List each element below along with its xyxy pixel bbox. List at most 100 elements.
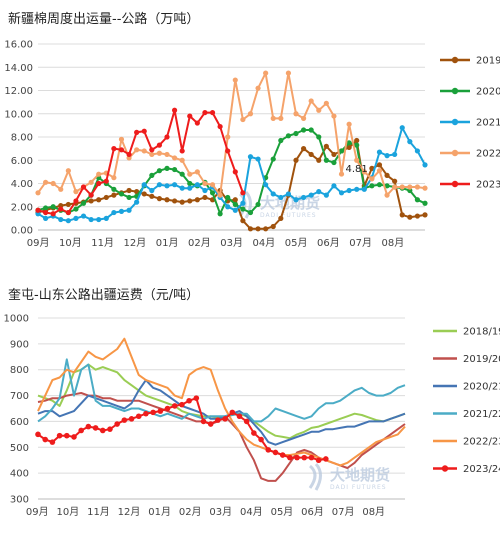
data-point xyxy=(187,171,193,177)
x-axis: 09月 10月 11月 12月 01月 02月 03月 04月 05月 06月 07月 08月 xyxy=(27,229,425,249)
x-tick-label: 05月 xyxy=(285,237,308,249)
series-2019 xyxy=(35,137,428,232)
chart-panel-top: 新疆棉周度出运量--公路（万吨） 0.00 2.00 4.00 6.00 8.00 10.… xyxy=(4,12,500,250)
data-point xyxy=(278,137,284,144)
data-point xyxy=(229,409,236,416)
data-point xyxy=(111,192,117,198)
data-point xyxy=(346,140,352,146)
data-point xyxy=(171,182,178,188)
y-tick-label: 8.00 xyxy=(11,133,33,144)
data-point xyxy=(338,148,345,154)
data-point xyxy=(179,148,185,154)
data-point xyxy=(187,113,193,119)
logo-subtext: DADI FUTURES xyxy=(260,212,317,219)
chart-title-top: 新疆棉周度出运量--公路（万吨） xyxy=(8,12,200,27)
data-point xyxy=(399,125,405,131)
data-point xyxy=(194,120,200,126)
y-tick-label: 300 xyxy=(10,495,29,506)
series-line xyxy=(37,379,406,446)
series-2022 xyxy=(35,70,428,198)
data-point xyxy=(150,409,156,416)
x-tick-label: 10月 xyxy=(59,237,82,249)
data-point xyxy=(73,206,79,212)
data-point xyxy=(56,432,63,439)
data-point xyxy=(194,182,200,188)
y-tick-label: 4.00 xyxy=(11,179,33,190)
data-point xyxy=(50,211,56,217)
data-point xyxy=(164,134,170,140)
legend-item: 2023 xyxy=(440,180,500,191)
data-point xyxy=(392,184,398,190)
data-point xyxy=(376,149,383,155)
data-point xyxy=(126,207,132,213)
data-point xyxy=(187,185,193,191)
data-point xyxy=(164,183,170,189)
series-line xyxy=(37,72,426,197)
data-point xyxy=(399,184,405,190)
data-point xyxy=(65,218,71,224)
data-point xyxy=(156,142,163,148)
data-point xyxy=(414,148,421,154)
data-point xyxy=(240,206,246,212)
data-point xyxy=(369,165,375,171)
data-point xyxy=(331,151,337,158)
data-point xyxy=(278,115,284,121)
data-point xyxy=(73,215,79,221)
data-point xyxy=(236,413,243,420)
data-point xyxy=(58,206,64,212)
data-point xyxy=(126,187,132,194)
data-point xyxy=(308,98,314,104)
data-point xyxy=(186,397,192,404)
y-tick-label: 500 xyxy=(10,443,29,454)
data-point xyxy=(225,194,231,201)
legend-item: 2019 xyxy=(440,56,500,67)
x-tick-label: 03月 xyxy=(209,506,232,518)
data-point xyxy=(255,226,261,232)
data-point xyxy=(96,216,102,223)
data-point xyxy=(111,209,117,216)
data-point xyxy=(194,197,200,203)
data-point xyxy=(149,151,155,158)
data-point xyxy=(207,421,214,427)
line-chart-top: 0.00 2.00 4.00 6.00 8.00 10.00 12.00 14.00 16.00… xyxy=(4,40,500,250)
x-tick-label: 03月 xyxy=(220,237,243,249)
legend-item: 2020 xyxy=(440,87,500,98)
data-point xyxy=(255,85,261,91)
y-tick-label: 2.00 xyxy=(11,202,33,213)
data-point xyxy=(179,401,185,408)
x-tick-label: 11月 xyxy=(91,237,114,249)
data-point xyxy=(293,130,299,137)
data-point xyxy=(209,109,216,116)
legend-label: 2021 xyxy=(476,118,500,129)
data-point xyxy=(88,198,94,204)
data-point xyxy=(217,211,223,217)
data-point xyxy=(141,128,147,134)
data-point xyxy=(171,403,178,409)
data-point xyxy=(376,182,383,188)
data-point xyxy=(232,201,238,208)
y-tick-label: 16.00 xyxy=(4,40,33,51)
data-point xyxy=(407,184,413,190)
data-point xyxy=(316,189,322,195)
data-point xyxy=(263,226,269,232)
data-point xyxy=(42,179,49,185)
data-point xyxy=(202,180,208,187)
x-tick-label: 05月 xyxy=(271,506,294,518)
data-point xyxy=(42,215,49,221)
data-point xyxy=(392,178,398,184)
data-point xyxy=(369,183,375,189)
data-point xyxy=(361,169,367,175)
data-point xyxy=(399,212,405,218)
data-point xyxy=(171,166,178,173)
chart-panel-bottom: 奎屯-山东公路出疆运费（元/吨） 300 400 500 600 700 800 900 10… xyxy=(0,270,500,539)
data-point xyxy=(278,194,284,201)
data-point xyxy=(232,197,238,203)
x-tick-label: 10月 xyxy=(57,506,80,518)
data-point xyxy=(92,425,99,431)
data-point xyxy=(187,180,193,187)
data-point xyxy=(171,107,178,113)
data-point xyxy=(263,70,269,76)
data-point xyxy=(73,198,79,204)
data-point xyxy=(209,190,216,196)
